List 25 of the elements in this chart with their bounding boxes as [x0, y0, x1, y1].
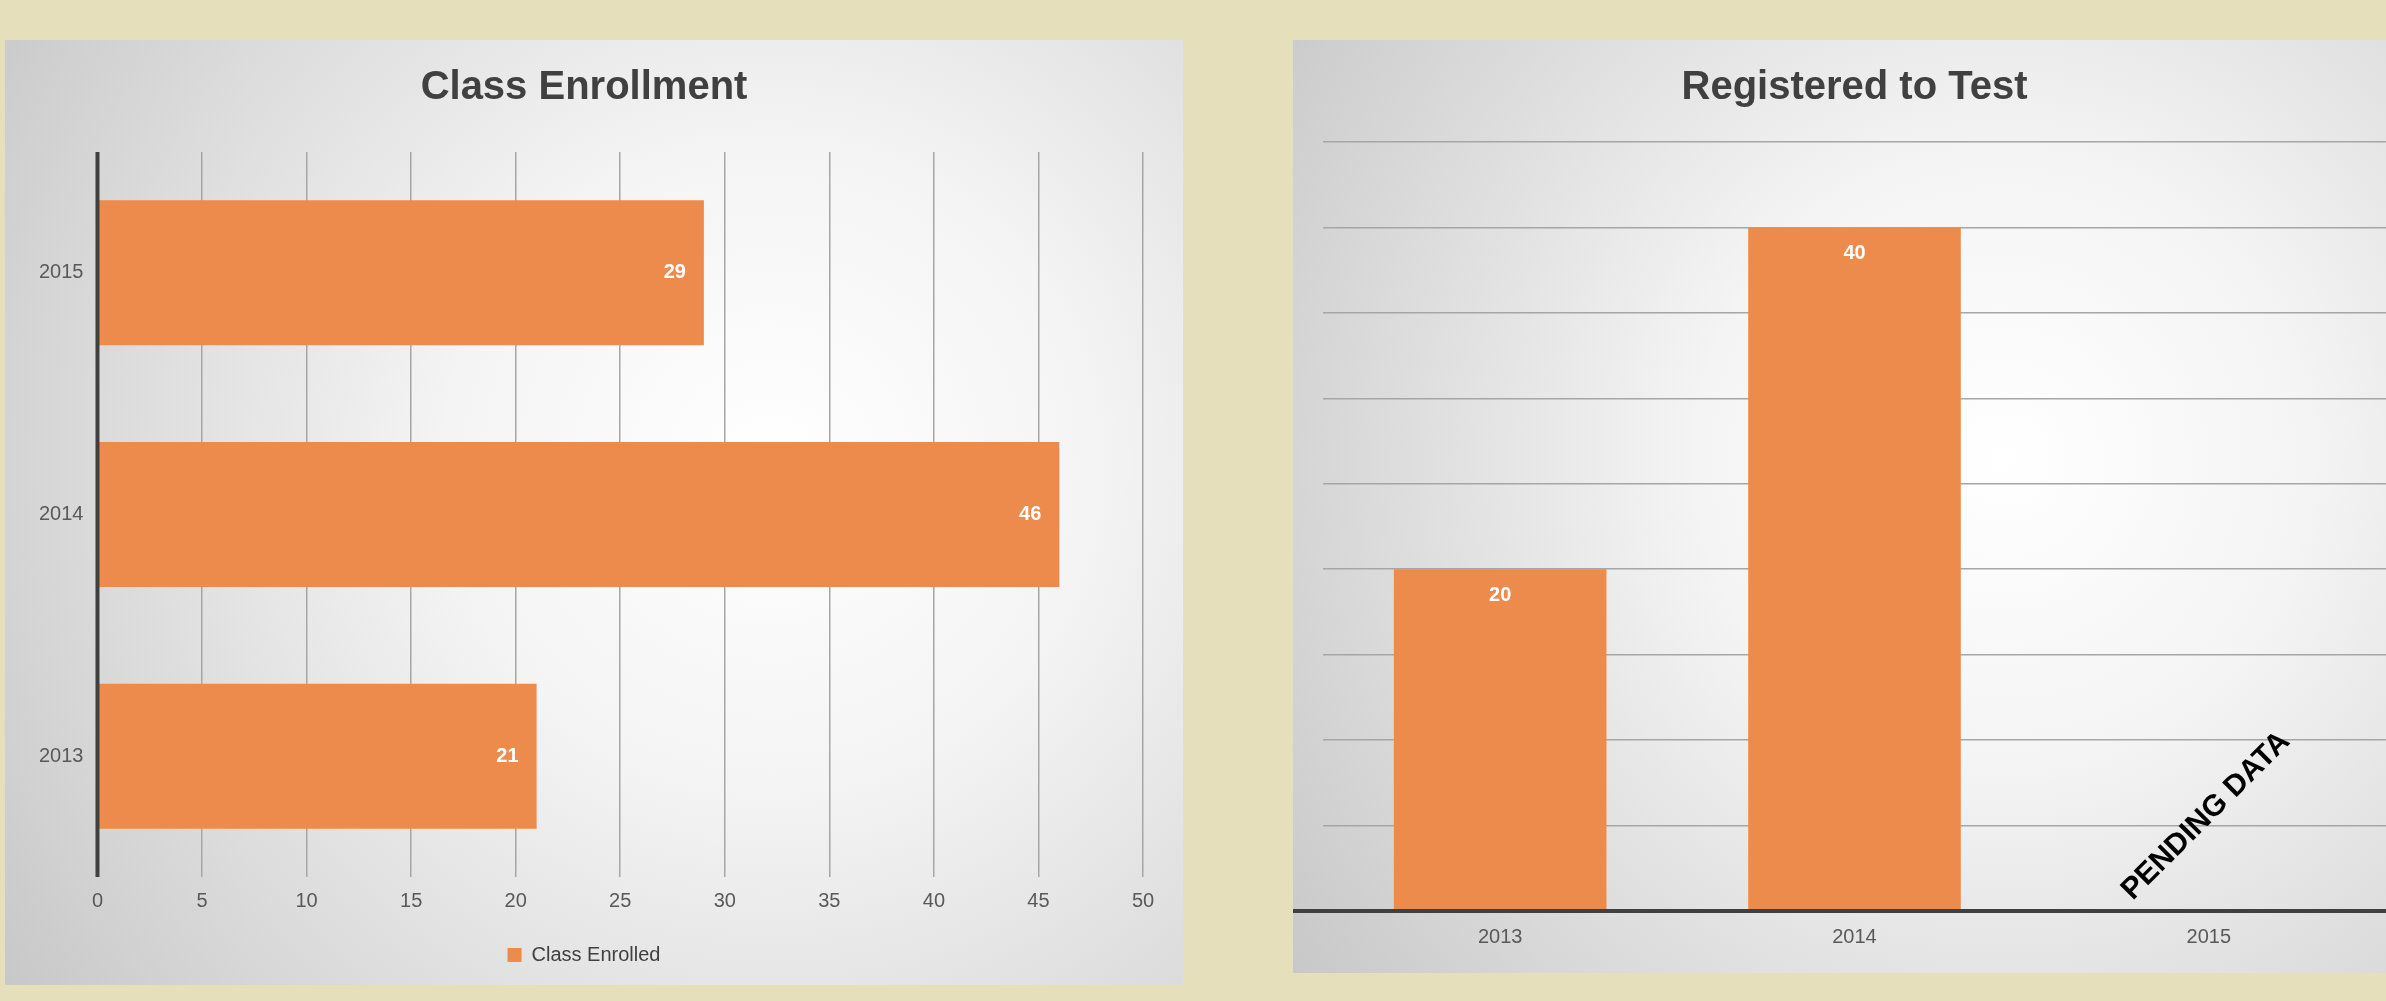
y-tick-label: 2015	[38, 260, 84, 283]
data-label: 21	[496, 743, 519, 766]
data-label: 46	[1019, 502, 1042, 525]
x-tick-label: 2014	[1832, 924, 1877, 947]
x-tick-label: 45	[1027, 888, 1050, 911]
chart-title: Class Enrollment	[420, 63, 748, 108]
y-tick-label: 2014	[38, 502, 84, 525]
x-tick-label: 35	[818, 888, 841, 911]
x-tick-label: 25	[609, 888, 632, 911]
x-tick-label: 40	[922, 888, 946, 911]
x-tick-label: 30	[713, 888, 736, 911]
x-tick-label: 2015	[2186, 924, 2232, 947]
x-tick-label: 15	[400, 888, 423, 911]
x-tick-label: 50	[1131, 888, 1155, 911]
legend-label: Class Enrolled	[531, 942, 661, 965]
data-label: 20	[1489, 582, 1512, 605]
x-tick-label: 20	[504, 888, 527, 911]
data-label: 29	[663, 260, 686, 283]
chart-title: Registered to Test	[1681, 63, 2028, 108]
data-label: 40	[1843, 240, 1866, 263]
x-tick-label: 0	[91, 888, 104, 911]
x-tick-label: 5	[196, 888, 208, 911]
y-tick-label: 2013	[38, 743, 84, 766]
x-tick-label: 2013	[1477, 924, 1523, 947]
x-tick-label: 10	[295, 888, 318, 911]
